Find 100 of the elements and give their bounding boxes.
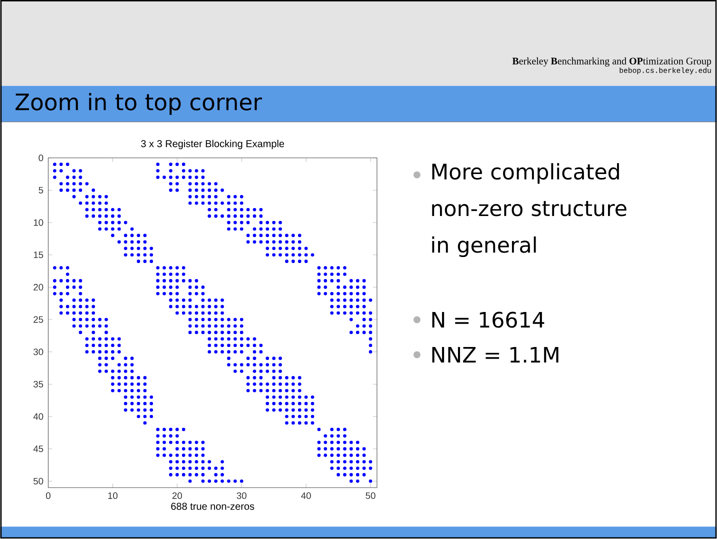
point <box>78 202 82 206</box>
point <box>234 350 237 354</box>
point <box>362 473 366 477</box>
point <box>252 208 256 212</box>
point <box>162 454 166 458</box>
point <box>336 454 340 458</box>
point <box>317 279 321 283</box>
point <box>104 344 108 348</box>
point <box>98 337 102 341</box>
point <box>124 376 128 380</box>
point <box>156 428 160 432</box>
point <box>156 279 160 283</box>
point <box>272 376 276 380</box>
point <box>285 422 288 425</box>
point <box>227 202 230 206</box>
point <box>252 240 256 244</box>
point <box>317 266 321 270</box>
point <box>214 208 218 212</box>
point <box>272 396 276 399</box>
point <box>208 188 212 192</box>
point <box>272 402 276 406</box>
point <box>72 305 76 308</box>
point <box>92 350 96 354</box>
point <box>169 286 172 290</box>
point <box>272 389 276 393</box>
point <box>182 169 186 173</box>
point <box>201 292 205 296</box>
point <box>188 480 192 484</box>
point <box>330 266 334 270</box>
point <box>98 208 102 212</box>
point <box>304 422 308 425</box>
point <box>72 169 76 173</box>
point <box>350 279 353 283</box>
point <box>156 454 160 458</box>
point <box>143 240 147 244</box>
point <box>162 286 166 290</box>
point <box>220 480 224 484</box>
point <box>266 389 270 393</box>
point <box>117 344 121 348</box>
point <box>272 228 276 231</box>
point <box>175 176 179 180</box>
point <box>136 402 140 406</box>
point <box>143 402 147 406</box>
point <box>92 318 96 322</box>
point <box>104 214 108 218</box>
point <box>304 408 308 412</box>
point <box>259 389 263 393</box>
point <box>85 298 89 302</box>
point <box>220 344 224 348</box>
point <box>220 324 224 328</box>
point <box>143 422 147 425</box>
point <box>259 208 263 212</box>
x-tick-label: 0 <box>46 492 50 500</box>
point <box>234 324 237 328</box>
y-tick-label: 20 <box>34 284 44 291</box>
point <box>150 253 154 257</box>
point <box>252 350 256 354</box>
point <box>292 376 295 380</box>
point <box>220 214 224 218</box>
point <box>130 246 134 250</box>
point <box>124 402 128 406</box>
y-tick-label: 30 <box>34 348 44 356</box>
point <box>259 350 263 354</box>
point <box>362 460 366 464</box>
point <box>214 344 218 348</box>
point <box>169 182 172 186</box>
point <box>356 480 360 484</box>
point <box>278 363 282 367</box>
point <box>330 434 334 438</box>
point <box>214 473 218 477</box>
point <box>214 324 218 328</box>
point <box>72 286 76 290</box>
point <box>234 228 237 231</box>
point <box>356 460 360 464</box>
point <box>201 286 205 290</box>
point <box>194 454 198 458</box>
point <box>368 337 372 341</box>
point <box>208 324 212 328</box>
point <box>175 182 179 186</box>
x-tick-label: 50 <box>366 492 376 500</box>
point <box>234 221 237 224</box>
point <box>175 298 179 302</box>
y-tick-label: 40 <box>33 413 44 420</box>
point <box>169 169 172 173</box>
point <box>343 312 346 315</box>
point <box>156 176 160 180</box>
point <box>330 460 334 464</box>
point <box>66 162 70 166</box>
point <box>336 460 340 464</box>
point <box>175 292 179 296</box>
point <box>117 214 121 218</box>
x-axis-title: 688 true non-zeros <box>171 502 254 510</box>
point <box>98 324 102 328</box>
point <box>324 286 328 290</box>
point <box>208 214 212 218</box>
point <box>304 246 308 250</box>
point <box>240 350 244 354</box>
point <box>78 286 82 290</box>
point <box>298 408 302 412</box>
text: NNZ = 1.1M <box>432 347 558 363</box>
